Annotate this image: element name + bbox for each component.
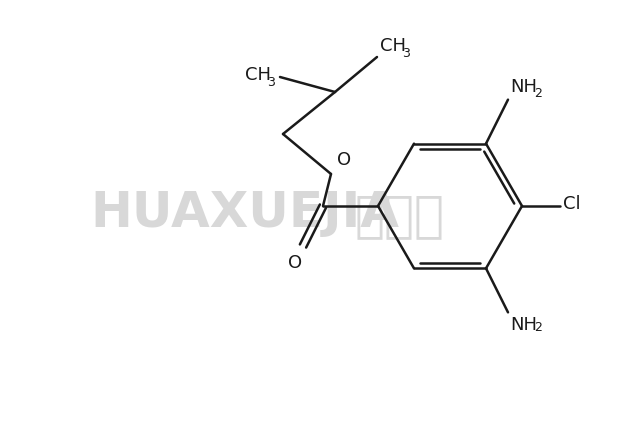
Text: 3: 3 [402,47,410,60]
Text: HUAXUEJIA: HUAXUEJIA [90,189,399,237]
Text: 2: 2 [534,321,542,334]
Text: O: O [337,151,351,169]
Text: NH: NH [510,317,537,334]
Text: 3: 3 [267,75,275,89]
Text: NH: NH [510,78,537,96]
Text: Cl: Cl [563,195,580,213]
Text: 化学加: 化学加 [355,192,445,240]
Text: CH: CH [245,66,271,84]
Text: O: O [288,254,302,272]
Text: 2: 2 [534,86,542,100]
Text: CH: CH [380,37,406,55]
